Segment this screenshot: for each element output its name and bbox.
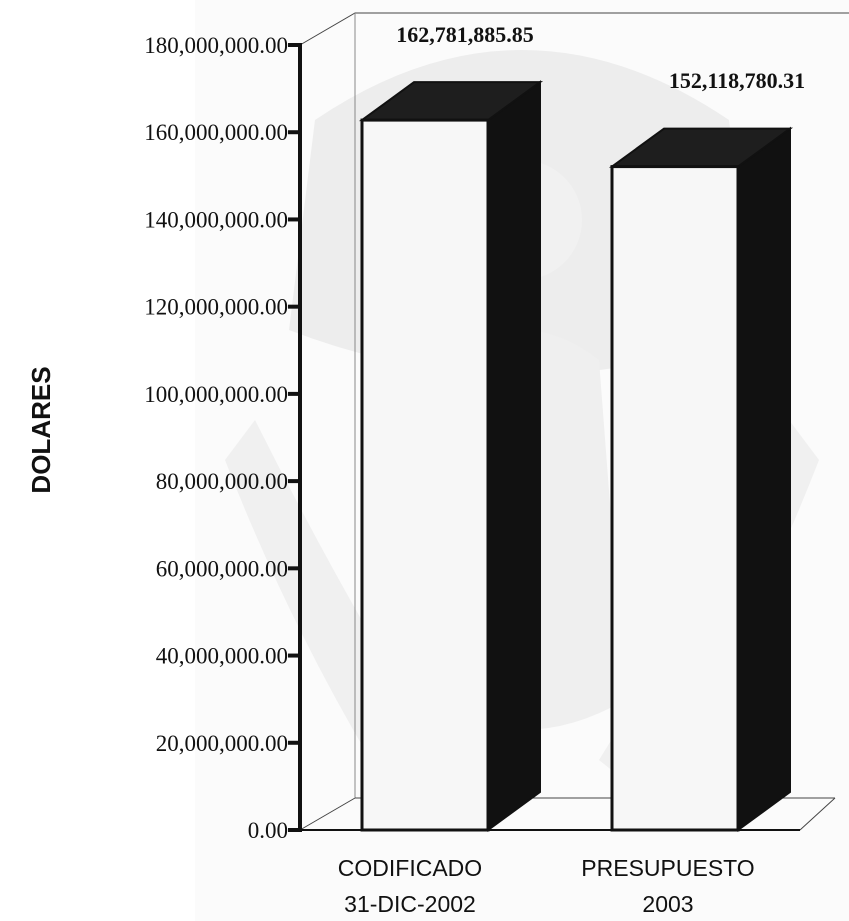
y-tick-label: 40,000,000.00 (156, 644, 288, 669)
bar-side (487, 80, 541, 832)
y-axis-title: DOLARES (26, 366, 56, 493)
bar (610, 165, 740, 832)
data-label: 152,118,780.31 (669, 68, 805, 93)
y-tick-label: 180,000,000.00 (144, 33, 288, 58)
y-tick-label: 60,000,000.00 (156, 556, 288, 581)
bar (360, 118, 490, 832)
bar-side (737, 126, 791, 832)
x-tick-label-line2: 31-DIC-2002 (344, 891, 476, 917)
data-label: 162,781,885.85 (396, 22, 534, 47)
y-tick-label: 80,000,000.00 (156, 469, 288, 494)
y-tick-label: 100,000,000.00 (144, 382, 288, 407)
x-tick-label: PRESUPUESTO (581, 855, 754, 881)
bars-group (358, 80, 794, 832)
back-wall-base (299, 797, 356, 831)
x-tick-label: CODIFICADO (338, 855, 482, 881)
y-tick-label: 0.00 (248, 818, 288, 843)
y-tick-label: 140,000,000.00 (144, 207, 288, 232)
y-axis (288, 43, 800, 832)
x-tick-label-line2: 2003 (642, 891, 693, 917)
labels-group: 0.00 20,000,000.00 40,000,000.00 60,000,000… (144, 22, 805, 917)
floor-right-edge (799, 797, 836, 831)
y-tick-label: 160,000,000.00 (144, 120, 288, 145)
y-tick-label: 120,000,000.00 (144, 295, 288, 320)
y-tick-label: 20,000,000.00 (156, 731, 288, 756)
